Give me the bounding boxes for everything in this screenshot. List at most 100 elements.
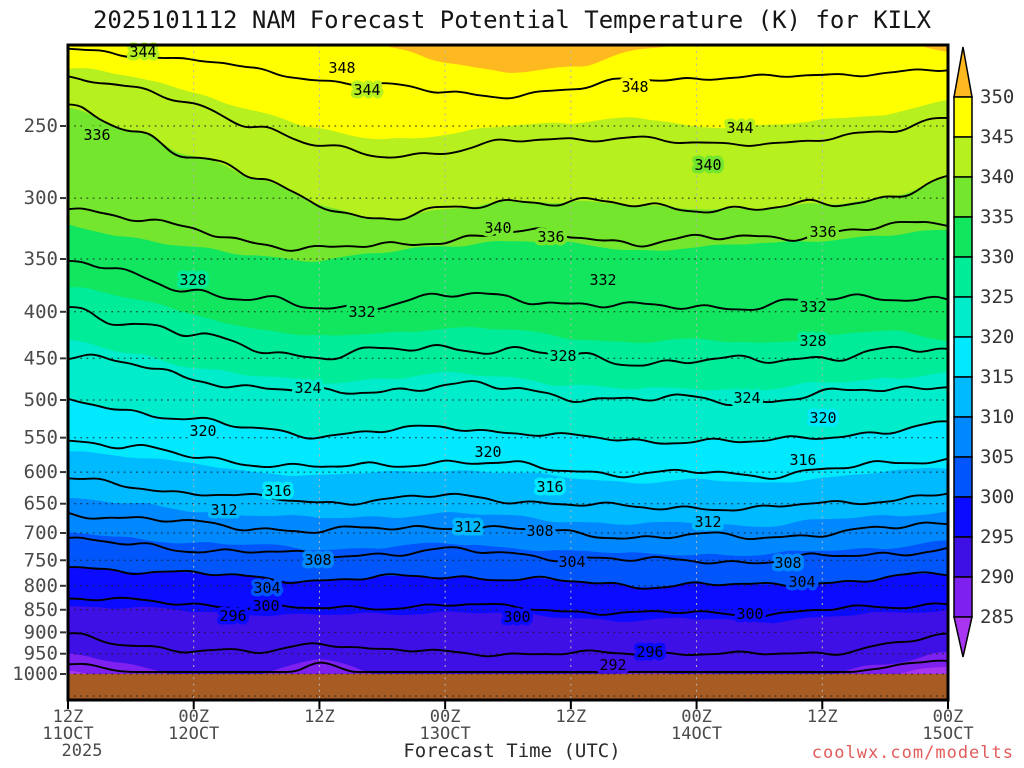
colorbar-tick-label: 325 [980,286,1014,308]
contour-label: 292 [599,656,626,674]
contour-label: 332 [799,298,826,316]
contour-line-340 [68,103,948,221]
x-tick-label: 12Z [555,707,586,727]
contour-label: 332 [348,303,375,321]
contour-label: 300 [736,605,763,623]
y-tick-label: 300 [24,187,58,209]
x-tick-date: 13OCT [420,724,471,744]
contour-label: 300 [503,608,530,626]
colorbar-segment-320 [953,296,973,338]
colorbar-over-arrow [953,46,973,98]
contour-label: 328 [179,271,206,289]
colorbar-tick-label: 285 [980,606,1014,628]
x-tick-date: 15OCT [922,724,973,744]
x-tick-label: 00Z [933,707,964,727]
contour-label: 316 [789,451,816,469]
contour-label: 304 [558,553,585,571]
contour-label: 324 [733,389,760,407]
contour-label: 344 [726,119,753,137]
y-tick-label: 900 [24,621,58,643]
contour-label: 304 [788,573,815,591]
contour-line-336 [68,207,948,252]
colorbar-tick-label: 300 [980,486,1014,508]
x-tick-label: 12Z [53,707,84,727]
x-tick-date: 14OCT [671,724,722,744]
colorbar-tick-label: 295 [980,526,1014,548]
contour-line-332 [68,259,948,311]
contour-label: 340 [484,219,511,237]
y-tick-label: 800 [24,575,58,597]
contour-line-344 [68,75,948,159]
contour-label: 308 [526,522,553,540]
contour-label: 344 [353,81,380,99]
contour-label: 336 [83,126,110,144]
contour-label: 324 [294,379,321,397]
colorbar-tick-label: 310 [980,406,1014,428]
contour-lines [68,47,948,673]
colorbar-segment-335 [953,176,973,218]
y-tick-label: 400 [24,301,58,323]
y-tick-label: 500 [24,389,58,411]
colorbar-segment-325 [953,256,973,298]
gridlines [68,45,948,700]
contour-label: 316 [536,478,563,496]
colorbar-segment-285 [953,576,973,618]
contour-line-308 [68,511,948,541]
colorbar-tick-label: 315 [980,366,1014,388]
y-tick-label: 350 [24,248,58,270]
y-tick-label: 250 [24,115,58,137]
colorbar-segment-315 [953,336,973,378]
contour-label: 300 [252,597,279,615]
y-tick-label: 550 [24,427,58,449]
colorbar-segment-330 [953,216,973,258]
y-tick-label: 700 [24,522,58,544]
x-tick-label: 12Z [807,707,838,727]
y-tick-label: 600 [24,461,58,483]
contour-label: 312 [210,501,237,519]
chart-title: 2025101112 NAM Forecast Potential Temper… [92,6,932,34]
colorbar-tick-label: 350 [980,86,1014,108]
contour-label: 328 [549,347,576,365]
x-tick-label: 00Z [178,707,209,727]
colorbar-tick-label: 305 [980,446,1014,468]
contour-label: 296 [219,607,246,625]
colorbar-segment-345 [953,96,973,138]
contour-line-292 [68,632,948,658]
contour-label: 296 [636,643,663,661]
colorbar-segment-305 [953,416,973,458]
colorbar-tick-label: 340 [980,166,1014,188]
below-ground-band [68,674,948,700]
colorbar-tick-label: 320 [980,326,1014,348]
contour-line-300 [68,566,948,590]
contour-label: 308 [774,554,801,572]
colorbar-under-arrow [953,616,973,658]
x-tick-label: 00Z [681,707,712,727]
contour-label: 332 [589,271,616,289]
contour-label: 340 [694,156,721,174]
contour-label: 312 [454,518,481,536]
contour-label: 320 [189,422,216,440]
y-axis: 2503003504004505005506006507007508008509… [12,115,66,685]
y-tick-label: 1000 [12,663,58,685]
contour-label: 348 [328,59,355,77]
plot-frame [66,43,950,702]
contour-label: 320 [474,443,501,461]
contour-line-288 [68,659,948,673]
y-tick-label: 950 [24,643,58,665]
fill-band-345 [68,45,948,140]
contour-label: 304 [253,579,280,597]
contour-line-316 [68,439,948,480]
contour-fills [68,45,948,700]
colorbar: 285 290 295 300 305 310 315 320 325 330 335 340 345 3… [953,46,1014,658]
contour-label: 316 [264,482,291,500]
x-tick-label: 12Z [304,707,335,727]
colorbar-segment-340 [953,136,973,178]
fill-band-350 [375,45,948,73]
colorbar-tick-label: 335 [980,206,1014,228]
x-tick-label: 00Z [430,707,461,727]
contour-label: 328 [799,332,826,350]
x-tick-year: 2025 [62,741,103,761]
